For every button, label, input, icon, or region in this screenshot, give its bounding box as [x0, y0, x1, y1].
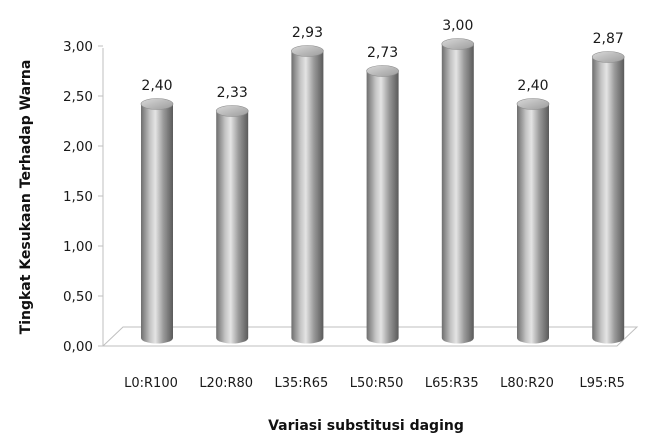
bar-body — [592, 57, 625, 344]
category-label: L0:R100 — [124, 376, 178, 391]
bar-body — [141, 104, 173, 344]
category-label: L95:R5 — [579, 376, 624, 391]
data-label: 2,93 — [292, 25, 323, 41]
y-ticks: 0,00 0,50 1,00 1,50 2,00 2,50 3,00 — [63, 39, 103, 355]
x-axis-title: Variasi substitusi daging — [268, 418, 464, 434]
bar-body — [366, 71, 399, 344]
bar-cap — [441, 38, 475, 50]
bar-cap — [516, 98, 550, 110]
bar — [215, 105, 249, 344]
bars: 2,40 2,33 2,93 2,73 3,00 2,40 2,87 — [140, 18, 625, 344]
data-label: 3,00 — [442, 18, 473, 34]
data-label: 2,87 — [593, 31, 624, 47]
bar-body — [441, 44, 474, 344]
bar-cap — [215, 105, 249, 117]
category-label: L50:R50 — [350, 376, 404, 391]
category-labels: L0:R100 L20:R80 L35:R65 L50:R50 L65:R35 L80:R… — [124, 376, 625, 391]
bar-cap — [140, 98, 174, 110]
category-label: L80:R20 — [500, 376, 554, 391]
y-tick-label: 3,00 — [63, 39, 93, 55]
bar — [591, 51, 625, 344]
y-tick-label: 1,00 — [63, 239, 93, 255]
y-tick-label: 1,50 — [63, 189, 93, 205]
y-tick-label: 0,00 — [63, 339, 93, 355]
data-label: 2,33 — [217, 85, 248, 101]
bar — [140, 98, 174, 344]
data-label: 2,40 — [517, 78, 548, 94]
bar-body — [216, 111, 249, 344]
bar — [366, 65, 399, 344]
y-tick-label: 2,50 — [63, 89, 93, 105]
category-label: L20:R80 — [199, 376, 253, 391]
data-label: 2,73 — [367, 45, 398, 61]
y-axis-title: Tingkat Kesukaan Terhadap Warna — [18, 60, 34, 335]
y-tick-label: 2,00 — [63, 139, 93, 155]
bar-body — [291, 51, 324, 344]
bar-cap — [591, 51, 625, 63]
bar — [516, 98, 550, 344]
category-label: L35:R65 — [275, 376, 329, 391]
bar-cap — [366, 65, 399, 77]
bar-cap — [291, 45, 324, 57]
data-label: 2,40 — [141, 78, 172, 94]
category-label: L65:R35 — [425, 376, 479, 391]
bar — [441, 38, 475, 344]
bar — [291, 45, 324, 344]
y-tick-label: 0,50 — [63, 289, 93, 305]
bar-body — [517, 104, 549, 344]
